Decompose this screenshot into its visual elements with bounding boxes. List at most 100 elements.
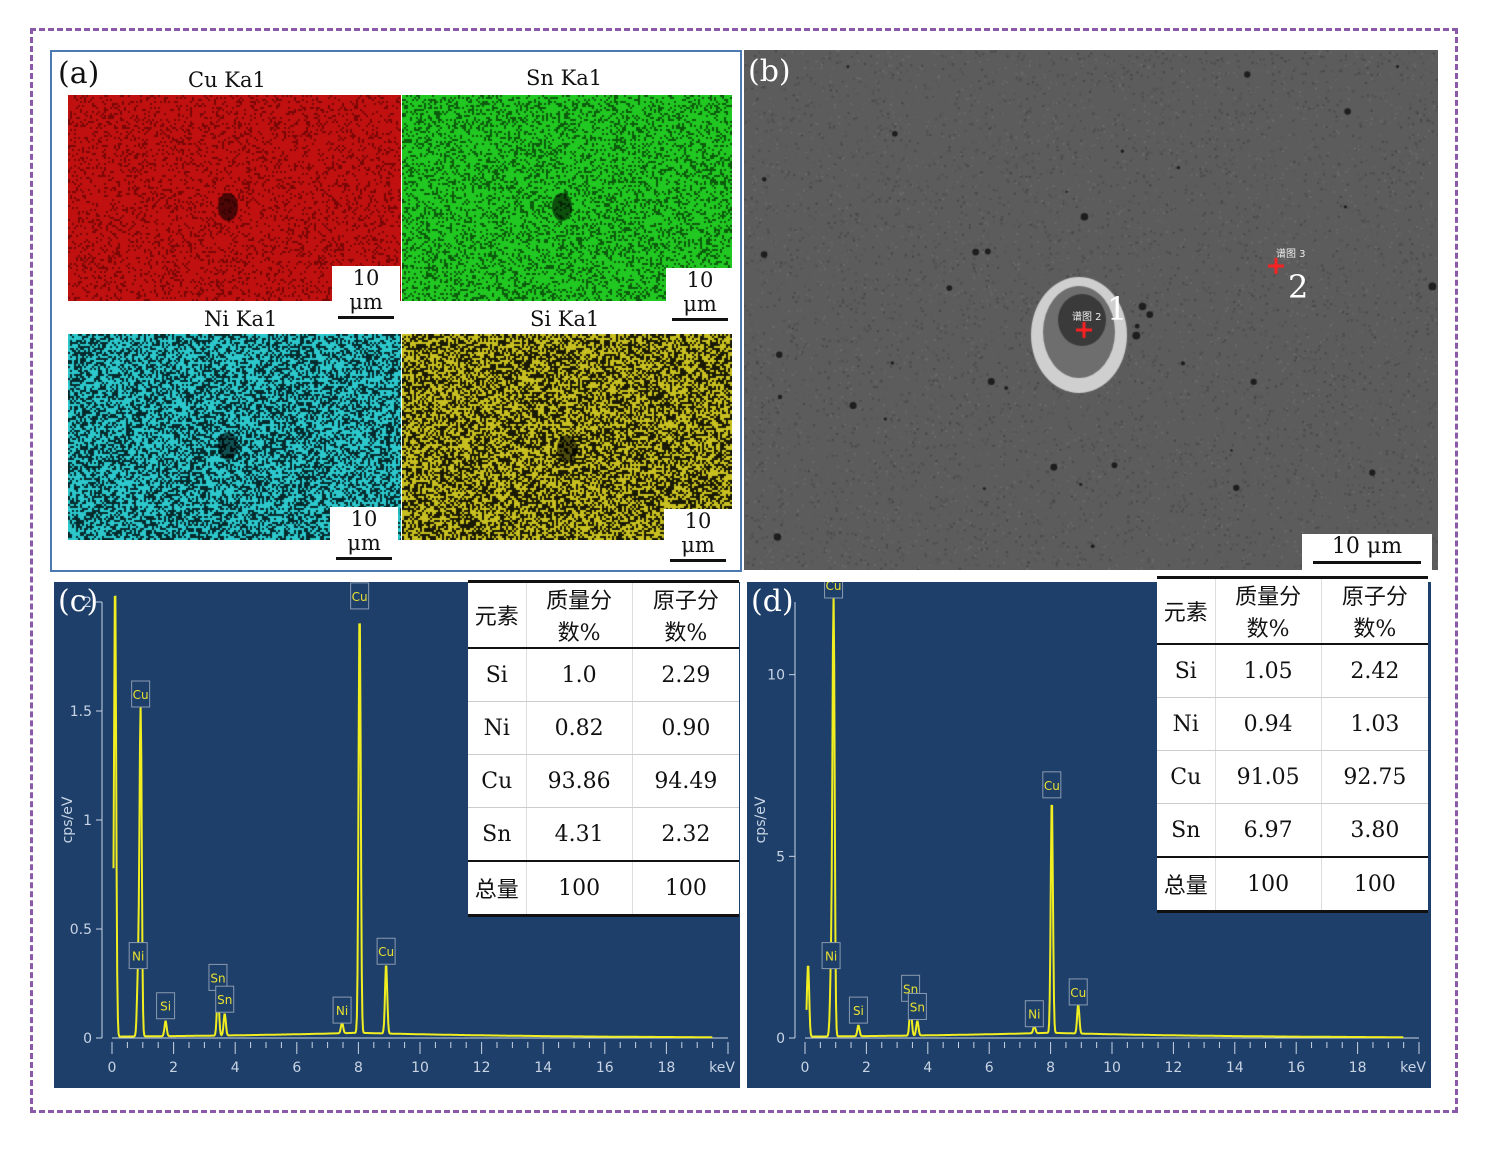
table-header: 原子分数% (631, 580, 739, 649)
peak-label-box (1042, 771, 1062, 799)
spectrum-chart-d: 0 2 4 6 8 10 12 14 16 18 keV0510cps/eVCuNiSiSnSnNi… (753, 582, 1426, 1076)
peak-label-box (1068, 978, 1088, 1006)
x-tick-label: keV (1400, 1060, 1426, 1076)
peak-label-box (821, 942, 841, 970)
peak-label-text: Ni (1028, 1008, 1040, 1022)
y-tick-label: 5 (776, 849, 785, 865)
table-cell: 1.0 (525, 648, 633, 702)
table-header: 元素 (1157, 576, 1216, 645)
si-element-map (402, 334, 732, 540)
table-cell: 2.29 (631, 648, 739, 702)
scale-text: 10 μm (683, 268, 717, 316)
peak-label-box (128, 942, 148, 970)
y-tick-label: 2 (83, 595, 92, 611)
table-cell: Si (468, 648, 527, 702)
table-cell: 100 (631, 860, 739, 917)
peak-label-text: Sn (217, 993, 232, 1007)
x-tick-label: 4 (923, 1060, 932, 1076)
table-cell: 94.49 (631, 754, 739, 808)
table-header: 质量分数% (1214, 576, 1322, 645)
spectrum-line (112, 595, 713, 1039)
peak-label-text: Ni (825, 950, 837, 964)
map-title-sn: Sn Ka1 (526, 66, 603, 90)
table-cell: 100 (1214, 856, 1322, 913)
x-tick-label: 0 (108, 1060, 117, 1076)
x-tick-label: 14 (1226, 1060, 1244, 1076)
peak-label-box (156, 992, 176, 1020)
scale-text: 10 μm (347, 507, 381, 555)
peak-label: Cu (350, 582, 370, 610)
peak-label-box (350, 582, 370, 610)
scale-text: 10 μm (1331, 534, 1403, 559)
eds-table-d: 元素 质量分数% 原子分数% Si 1.05 2.42 Ni 0.94 1.03 Cu 9… (1157, 576, 1428, 913)
x-tick-label: 6 (292, 1060, 301, 1076)
peak-label-box (824, 582, 844, 599)
scale-bar-cu: 10 μm (332, 266, 400, 319)
panel-a-label: (a) (58, 56, 100, 91)
peak-label-box (1024, 1000, 1044, 1028)
peak-label-box (131, 680, 151, 708)
table-cell: 0.90 (631, 701, 739, 755)
spectrum-chart-c: 0 2 4 6 8 10 12 14 16 18 keV00.511.52cps/eVCuNiSiS… (60, 582, 735, 1076)
ni-element-map (68, 334, 401, 540)
y-tick-label: 0 (83, 1031, 92, 1047)
peak-label-text: Cu (352, 590, 368, 604)
table-cell: 91.05 (1214, 750, 1322, 804)
peak-label: Si (156, 992, 176, 1020)
peak-label-box (376, 937, 396, 965)
peak-label-text: Ni (132, 950, 144, 964)
peak-label: Sn (215, 985, 235, 1013)
y-tick-label: 10 (767, 668, 785, 684)
figure-frame (30, 28, 1458, 1113)
table-cell: 2.32 (631, 807, 739, 862)
peak-label: Ni (1024, 1000, 1044, 1028)
spectrum-line (805, 595, 1404, 1039)
spectrum-tag-2: 谱图 3 (1276, 249, 1306, 260)
peak-label: Ni (821, 942, 841, 970)
panel-a: (a) Cu Ka1 Sn Ka1 Ni Ka1 Si Ka1 10 μm 10… (50, 50, 742, 572)
table-cell: 0.94 (1214, 697, 1322, 751)
peak-label-text: Cu (1044, 779, 1060, 793)
panel-b-sem-image: (b) 谱图 2 谱图 3 1 2 10 μm (744, 50, 1438, 570)
scale-bar-ni: 10 μm (330, 507, 398, 560)
table-cell: 1.03 (1320, 697, 1428, 751)
peak-label: Sn (208, 963, 228, 991)
x-tick-label: keV (709, 1060, 735, 1076)
x-tick-label: 10 (1103, 1060, 1121, 1076)
x-tick-label: 10 (411, 1060, 429, 1076)
peak-label-box (332, 996, 352, 1024)
scale-bar-si: 10 μm (664, 509, 732, 562)
x-tick-label: 14 (534, 1060, 552, 1076)
table-cell: 4.31 (525, 807, 633, 862)
y-tick-label: 1.5 (70, 704, 92, 720)
sem-scale-bar: 10 μm (1302, 534, 1432, 570)
peak-label: Cu (824, 582, 844, 599)
x-tick-label: 16 (1287, 1060, 1305, 1076)
y-tick-label: 1 (83, 813, 92, 829)
x-tick-label: 16 (596, 1060, 614, 1076)
panel-b-label: (b) (748, 54, 791, 89)
x-tick-label: 18 (657, 1060, 675, 1076)
table-cell: Sn (468, 807, 527, 862)
map-title-ni: Ni Ka1 (204, 307, 278, 331)
scale-text: 10 μm (681, 509, 715, 557)
peak-label-text: Cu (378, 945, 394, 959)
panel-d-label: (d) (751, 584, 794, 619)
spectrum-tag-1: 谱图 2 (1072, 312, 1102, 323)
peak-label-text: Si (853, 1004, 864, 1018)
table-header: 质量分数% (525, 580, 633, 649)
table-cell: 3.80 (1320, 803, 1428, 858)
table-cell: 0.82 (525, 701, 633, 755)
x-tick-label: 18 (1349, 1060, 1367, 1076)
peak-label-box (215, 985, 235, 1013)
scale-bar-sn: 10 μm (666, 268, 734, 321)
y-tick-label: 0 (776, 1031, 785, 1047)
map-title-si: Si Ka1 (530, 307, 600, 331)
peak-label: Cu (1068, 978, 1088, 1006)
x-tick-label: 2 (862, 1060, 871, 1076)
scale-text: 10 μm (349, 266, 383, 314)
peak-label-box (907, 992, 927, 1020)
table-cell: 总量 (468, 860, 527, 917)
peak-label-text: Sn (910, 1000, 925, 1014)
peak-label-text: Ni (336, 1004, 348, 1018)
